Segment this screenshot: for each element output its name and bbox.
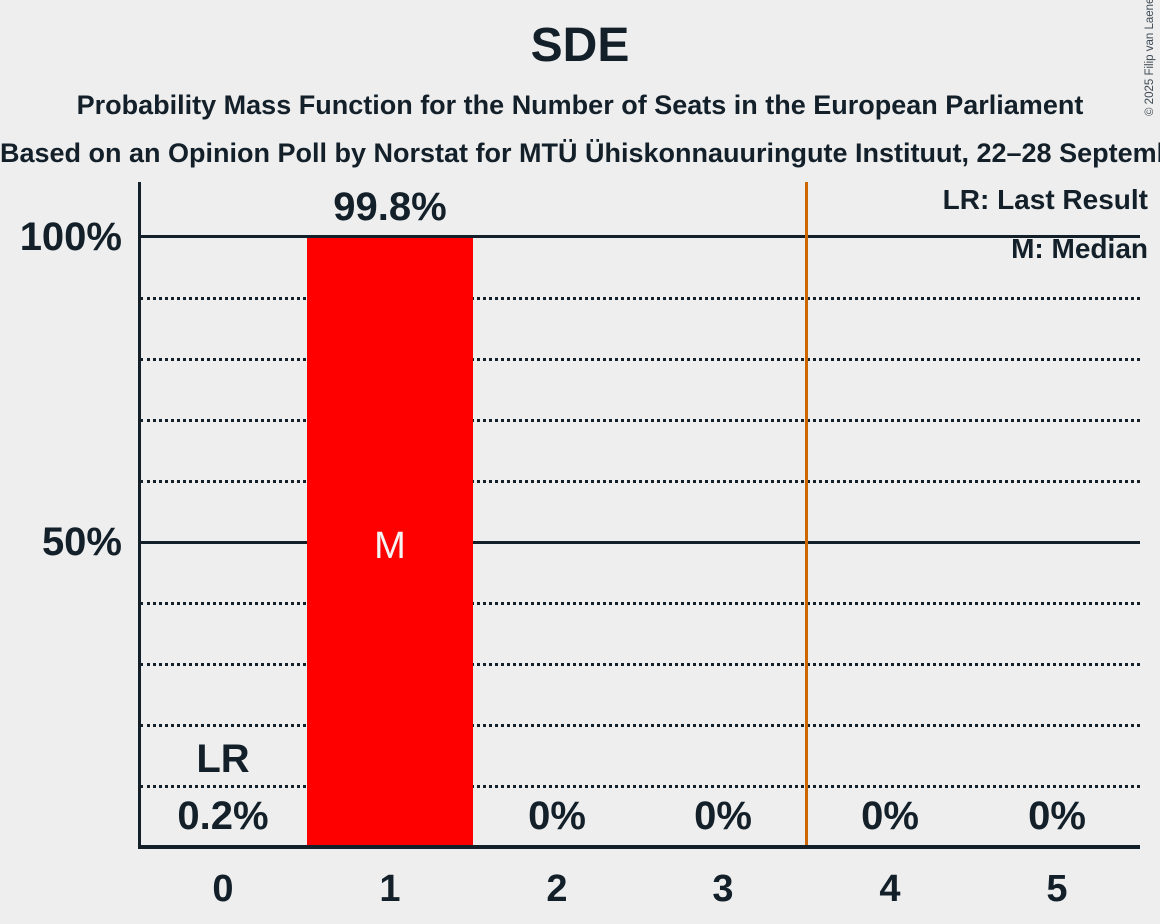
- copyright-notice: © 2025 Filip van Laenen: [1144, 0, 1156, 116]
- value-label-seats-0: 0.2%: [177, 794, 269, 838]
- last-result-reference-line: [805, 182, 808, 847]
- dotted-gridline-20pct: [140, 724, 1140, 727]
- value-label-seats-1: 99.8%: [333, 185, 447, 229]
- bar-seats-1: [307, 238, 473, 846]
- gridline-100pct: [140, 235, 1140, 238]
- value-label-seats-2: 0%: [528, 794, 586, 838]
- value-label-seats-4: 0%: [861, 794, 919, 838]
- y-tick-100: 100%: [19, 215, 122, 259]
- value-label-seats-5: 0%: [1028, 794, 1086, 838]
- gridline-50pct: [140, 541, 1140, 544]
- dotted-gridline-90pct: [140, 297, 1140, 300]
- value-label-seats-3: 0%: [694, 794, 752, 838]
- x-tick-2: 2: [546, 868, 568, 910]
- chart-source-line-clip: Based on an Opinion Poll by Norstat for …: [0, 136, 1160, 172]
- x-tick-4: 4: [879, 868, 901, 910]
- chart-subtitle: Probability Mass Function for the Number…: [76, 90, 1084, 120]
- dotted-gridline-10pct: [140, 785, 1140, 788]
- x-axis: [138, 845, 1140, 849]
- chart-source-line: Based on an Opinion Poll by Norstat for …: [0, 138, 1160, 168]
- legend-last-result: LR: Last Result: [942, 184, 1148, 215]
- dotted-gridline-80pct: [140, 358, 1140, 361]
- x-tick-1: 1: [379, 868, 401, 910]
- dotted-gridline-70pct: [140, 419, 1140, 422]
- median-marker-label: M: [374, 525, 406, 567]
- dotted-gridline-60pct: [140, 480, 1140, 483]
- dotted-gridline-30pct: [140, 663, 1140, 666]
- legend-median: M: Median: [1011, 233, 1148, 264]
- x-tick-3: 3: [712, 868, 734, 910]
- last-result-label: LR: [196, 737, 250, 781]
- dotted-gridline-40pct: [140, 602, 1140, 605]
- x-tick-0: 0: [212, 868, 234, 910]
- x-tick-5: 5: [1046, 868, 1068, 910]
- y-axis: [138, 182, 141, 847]
- page-title: SDE: [530, 19, 630, 72]
- y-tick-50: 50%: [41, 520, 122, 564]
